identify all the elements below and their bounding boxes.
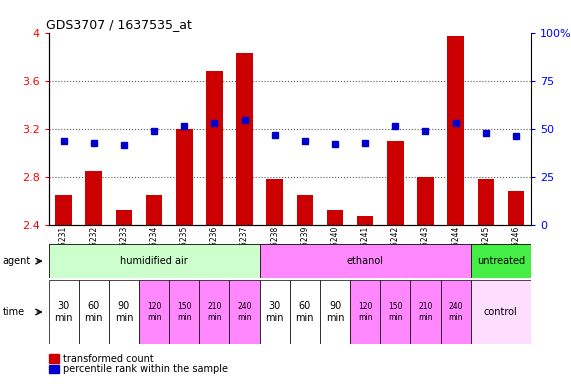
- Text: 210
min: 210 min: [418, 302, 433, 322]
- Bar: [441, 280, 471, 344]
- Bar: [296, 195, 313, 225]
- Text: 30
min: 30 min: [54, 301, 73, 323]
- Bar: [206, 71, 223, 225]
- Text: 60
min: 60 min: [85, 301, 103, 323]
- Bar: [508, 191, 524, 225]
- Bar: [169, 280, 199, 344]
- Bar: [477, 179, 494, 225]
- Bar: [139, 280, 169, 344]
- Text: 210
min: 210 min: [207, 302, 222, 322]
- Bar: [411, 280, 441, 344]
- Text: percentile rank within the sample: percentile rank within the sample: [63, 364, 228, 374]
- Bar: [289, 280, 320, 344]
- Bar: [236, 53, 253, 225]
- Text: humidified air: humidified air: [120, 256, 188, 266]
- Text: time: time: [3, 307, 25, 317]
- Bar: [327, 210, 343, 225]
- Bar: [447, 36, 464, 225]
- Bar: [86, 170, 102, 225]
- Bar: [267, 179, 283, 225]
- Bar: [471, 280, 531, 344]
- Text: 90
min: 90 min: [326, 301, 344, 323]
- Text: 90
min: 90 min: [115, 301, 133, 323]
- Text: agent: agent: [3, 256, 31, 266]
- Bar: [260, 244, 471, 278]
- Bar: [79, 280, 109, 344]
- Text: 240
min: 240 min: [448, 302, 463, 322]
- Bar: [109, 280, 139, 344]
- Text: 60
min: 60 min: [296, 301, 314, 323]
- Bar: [417, 177, 434, 225]
- Bar: [357, 216, 373, 225]
- Bar: [49, 244, 260, 278]
- Bar: [55, 195, 72, 225]
- Text: 240
min: 240 min: [238, 302, 252, 322]
- Bar: [380, 280, 411, 344]
- Text: untreated: untreated: [477, 256, 525, 266]
- Bar: [49, 280, 79, 344]
- Bar: [260, 280, 289, 344]
- Text: 120
min: 120 min: [147, 302, 162, 322]
- Bar: [230, 280, 260, 344]
- Bar: [199, 280, 230, 344]
- Text: 120
min: 120 min: [358, 302, 372, 322]
- Text: 150
min: 150 min: [177, 302, 191, 322]
- Bar: [176, 129, 192, 225]
- Bar: [387, 141, 404, 225]
- Text: transformed count: transformed count: [63, 354, 154, 364]
- Text: 30
min: 30 min: [266, 301, 284, 323]
- Text: 150
min: 150 min: [388, 302, 403, 322]
- Bar: [116, 210, 132, 225]
- Bar: [146, 195, 162, 225]
- Bar: [471, 244, 531, 278]
- Text: GDS3707 / 1637535_at: GDS3707 / 1637535_at: [46, 18, 192, 31]
- Bar: [350, 280, 380, 344]
- Text: control: control: [484, 307, 518, 317]
- Text: ethanol: ethanol: [347, 256, 384, 266]
- Bar: [320, 280, 350, 344]
